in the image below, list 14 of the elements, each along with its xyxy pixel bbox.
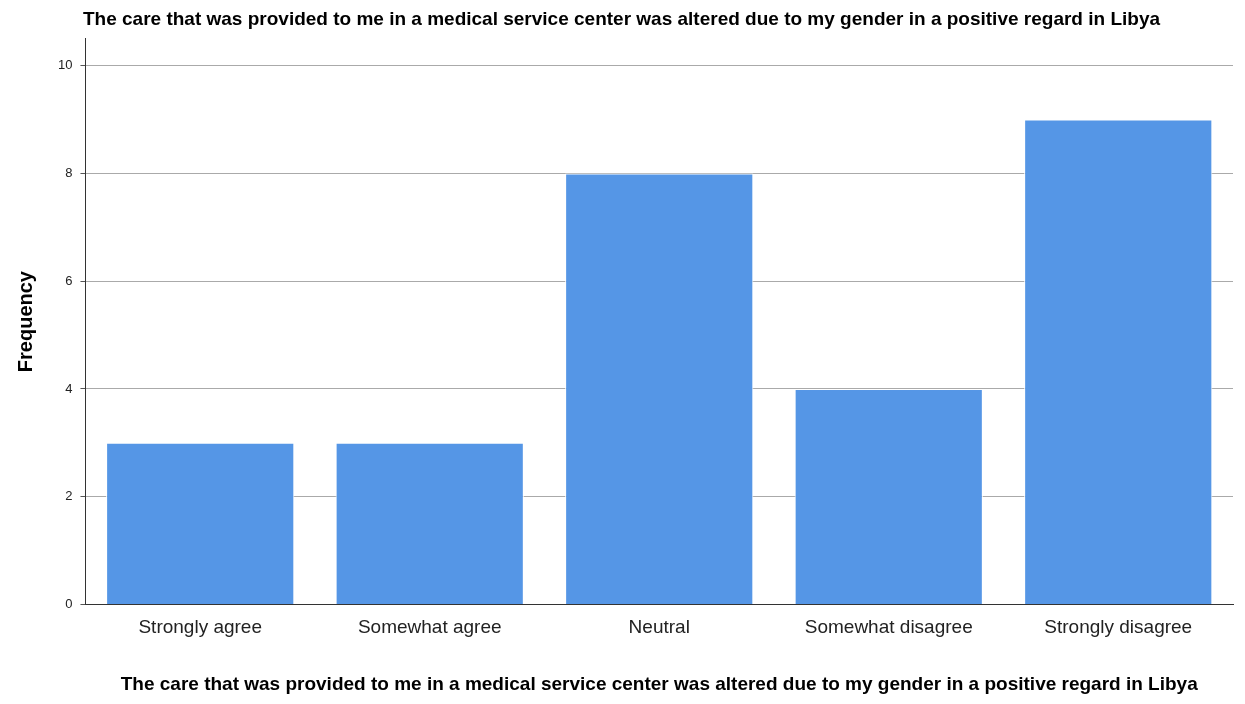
y-tick-label: 4	[65, 380, 73, 396]
x-tick-label: Somewhat disagree	[804, 616, 973, 638]
y-tick-label: 6	[65, 272, 73, 288]
y-tick-label: 2	[65, 488, 73, 504]
y-axis-title: Frequency	[13, 270, 36, 373]
x-axis-title: The care that was provided to me in a medical service center was altered due to my gender in a positive regard in Libya	[120, 672, 1199, 694]
y-tick-label: 8	[65, 165, 73, 181]
x-tick-label: Neutral	[628, 616, 690, 638]
x-tick-label: Strongly agree	[138, 616, 262, 638]
y-tick-label: 0	[65, 595, 73, 611]
chart-title: The care that was provided to me in a medical service center was altered due to my gender in a positive regard in Libya	[82, 7, 1161, 29]
y-tick-label: 10	[57, 57, 73, 73]
x-tick-label: Somewhat agree	[357, 616, 502, 638]
x-tick-label: Strongly disagree	[1044, 616, 1193, 638]
